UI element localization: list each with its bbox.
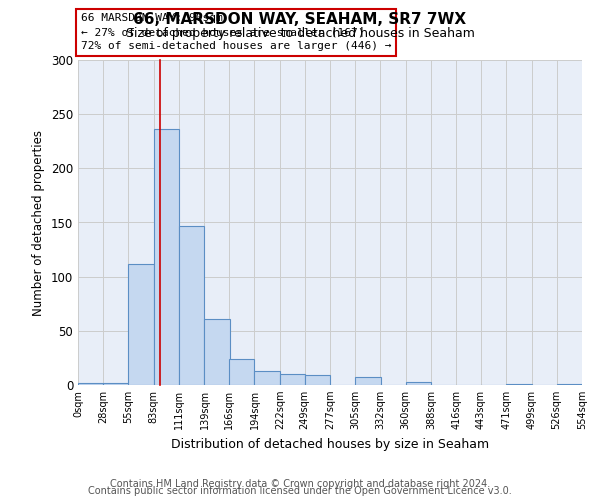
Bar <box>355 378 381 385</box>
Bar <box>179 226 205 385</box>
Bar <box>305 375 330 385</box>
Text: Contains HM Land Registry data © Crown copyright and database right 2024.: Contains HM Land Registry data © Crown c… <box>110 479 490 489</box>
Bar <box>254 371 280 385</box>
Bar <box>557 384 582 385</box>
Bar <box>229 359 254 385</box>
Text: 66, MARSDON WAY, SEAHAM, SR7 7WX: 66, MARSDON WAY, SEAHAM, SR7 7WX <box>133 12 467 28</box>
Bar <box>128 264 154 385</box>
Bar <box>154 130 179 385</box>
Bar <box>205 319 230 385</box>
X-axis label: Distribution of detached houses by size in Seaham: Distribution of detached houses by size … <box>171 438 489 450</box>
Bar <box>406 382 431 385</box>
Bar <box>103 383 129 385</box>
Y-axis label: Number of detached properties: Number of detached properties <box>32 130 46 316</box>
Bar <box>78 383 103 385</box>
Bar <box>506 384 532 385</box>
Text: Contains public sector information licensed under the Open Government Licence v3: Contains public sector information licen… <box>88 486 512 496</box>
Bar <box>280 374 305 385</box>
Text: 66 MARSDON WAY: 90sqm
← 27% of detached houses are smaller (167)
72% of semi-det: 66 MARSDON WAY: 90sqm ← 27% of detached … <box>81 14 391 52</box>
Text: Size of property relative to detached houses in Seaham: Size of property relative to detached ho… <box>125 28 475 40</box>
